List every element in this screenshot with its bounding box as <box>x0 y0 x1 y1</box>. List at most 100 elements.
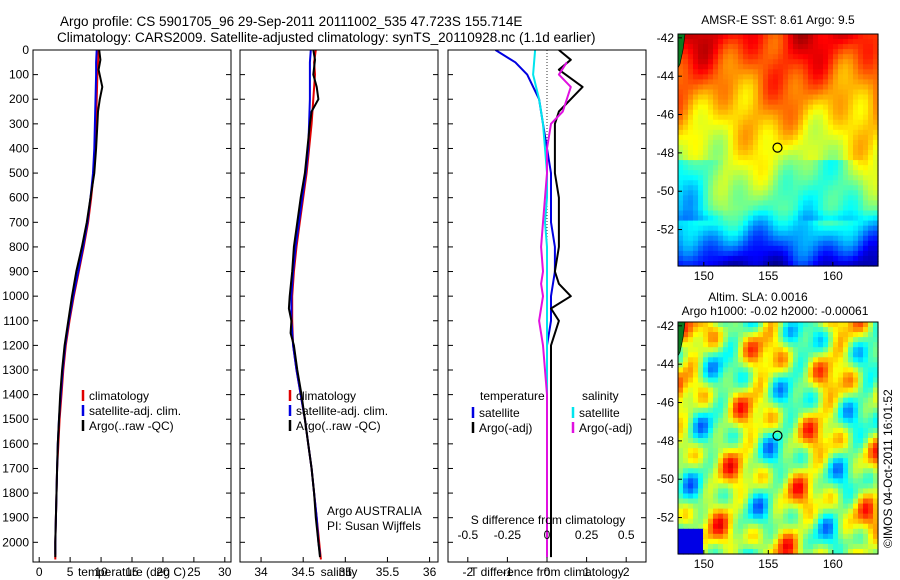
sla-map-cell <box>828 417 834 424</box>
sla-map-cell <box>793 493 799 500</box>
sla-map-cell <box>783 332 789 338</box>
sla-map-cell <box>778 352 784 358</box>
sla-map-cell <box>743 508 749 515</box>
sst-map-cell <box>778 49 784 55</box>
sst-map-cell <box>698 185 704 191</box>
sst-map-cell <box>748 150 754 156</box>
sst-map-cell <box>708 44 714 50</box>
sst-map-cell <box>828 190 834 196</box>
sla-map-cell <box>828 458 834 464</box>
sst-map-cell <box>788 114 794 121</box>
sla-map-cell <box>853 327 859 333</box>
sst-map-cell <box>688 139 694 146</box>
sla-map-cell <box>768 463 774 469</box>
sla-map-cell <box>828 508 834 515</box>
sst-map-cell <box>743 245 749 252</box>
sst-map-cell <box>803 129 809 136</box>
sla-map-cell <box>698 387 704 394</box>
difference-xtick-label: -1 <box>502 565 513 579</box>
sla-map-xtick-label: 155 <box>758 557 778 571</box>
sla-map-cell <box>843 548 849 555</box>
sla-map-cell <box>848 523 854 530</box>
sst-map-cell <box>698 114 704 121</box>
sst-map-cell <box>753 54 759 60</box>
sla-map-cell <box>778 432 784 439</box>
sst-map-cell <box>728 200 734 207</box>
sst-map-cell <box>813 220 819 227</box>
sla-map-cell <box>848 493 854 500</box>
sla-map-cell <box>798 332 804 338</box>
sla-map-cell <box>818 493 824 500</box>
sst-map-cell <box>723 170 729 176</box>
sst-map-cell <box>788 124 794 131</box>
sla-map-cell <box>843 478 849 484</box>
sla-map-cell <box>773 438 779 444</box>
sla-map-cell <box>683 372 689 379</box>
sst-map-cell <box>863 99 869 106</box>
sst-map-cell <box>823 129 829 136</box>
sla-map-cell <box>858 377 864 384</box>
sla-map-cell <box>843 473 849 479</box>
sla-map-cell <box>808 367 814 374</box>
sla-map-cell <box>773 347 779 353</box>
sst-map-cell <box>758 84 764 91</box>
sst-map-cell <box>698 64 704 70</box>
sla-map-cell <box>858 337 864 343</box>
sst-map-cell <box>773 155 779 161</box>
sst-map-cell <box>703 119 709 126</box>
sst-map-cell <box>848 114 854 121</box>
salinity-axes-frame <box>239 49 439 563</box>
sla-map-cell <box>758 402 764 409</box>
sla-map-cell <box>788 382 794 389</box>
sst-map-cell <box>753 59 759 65</box>
sla-map-cell <box>728 508 734 515</box>
sst-map-cell <box>723 74 729 80</box>
sla-map-cell <box>868 422 874 429</box>
sla-map-cell <box>713 422 719 429</box>
sst-map-cell <box>743 114 749 121</box>
sst-map-cell <box>698 89 704 96</box>
sst-map-cell <box>718 129 724 136</box>
sst-map-cell <box>743 139 749 146</box>
sst-map-cell <box>803 230 809 237</box>
sla-map-cell <box>763 473 769 479</box>
sla-map-cell <box>808 468 814 474</box>
sla-map-cell <box>693 402 699 409</box>
sla-map-cell <box>733 538 739 545</box>
sst-map-cell <box>783 250 789 257</box>
sst-map-cell <box>783 225 789 232</box>
sla-map-cell <box>778 422 784 429</box>
sst-map-cell <box>733 89 739 96</box>
sst-map-argo-marker <box>772 142 783 153</box>
sst-map-cell <box>768 160 774 166</box>
sla-map-cell <box>803 397 809 404</box>
sst-map-cell <box>703 230 709 237</box>
sst-map-cell <box>738 119 744 126</box>
sla-map-cell <box>688 322 694 328</box>
sst-map-cell <box>733 255 739 262</box>
sst-map-cell <box>778 170 784 176</box>
sla-map-cell <box>838 443 844 449</box>
sst-map-cell <box>858 74 864 80</box>
sst-map-cell <box>773 49 779 55</box>
sst-map-cell <box>768 250 774 257</box>
sla-map-cell <box>723 483 729 490</box>
sla-map-cell <box>838 468 844 474</box>
sst-map-cell <box>763 200 769 207</box>
sst-map-cell <box>873 74 879 80</box>
sst-map-cell <box>753 144 759 151</box>
sst-map-cell <box>838 94 844 101</box>
sst-map-cell <box>848 34 854 40</box>
sla-map-cell <box>828 432 834 439</box>
sst-map-cell <box>818 99 824 106</box>
sla-map-cell <box>853 478 859 484</box>
difference-ticks: -2 -1 0 1 2 <box>448 49 646 579</box>
sst-map-cell <box>738 64 744 70</box>
sla-map-cell <box>693 397 699 404</box>
sla-map-cell <box>863 458 869 464</box>
sst-map-cell <box>718 119 724 126</box>
sst-map-cell <box>683 114 689 121</box>
sla-map-cell <box>808 443 814 449</box>
sst-map-cell <box>688 49 694 55</box>
sla-map-cell <box>693 528 699 535</box>
